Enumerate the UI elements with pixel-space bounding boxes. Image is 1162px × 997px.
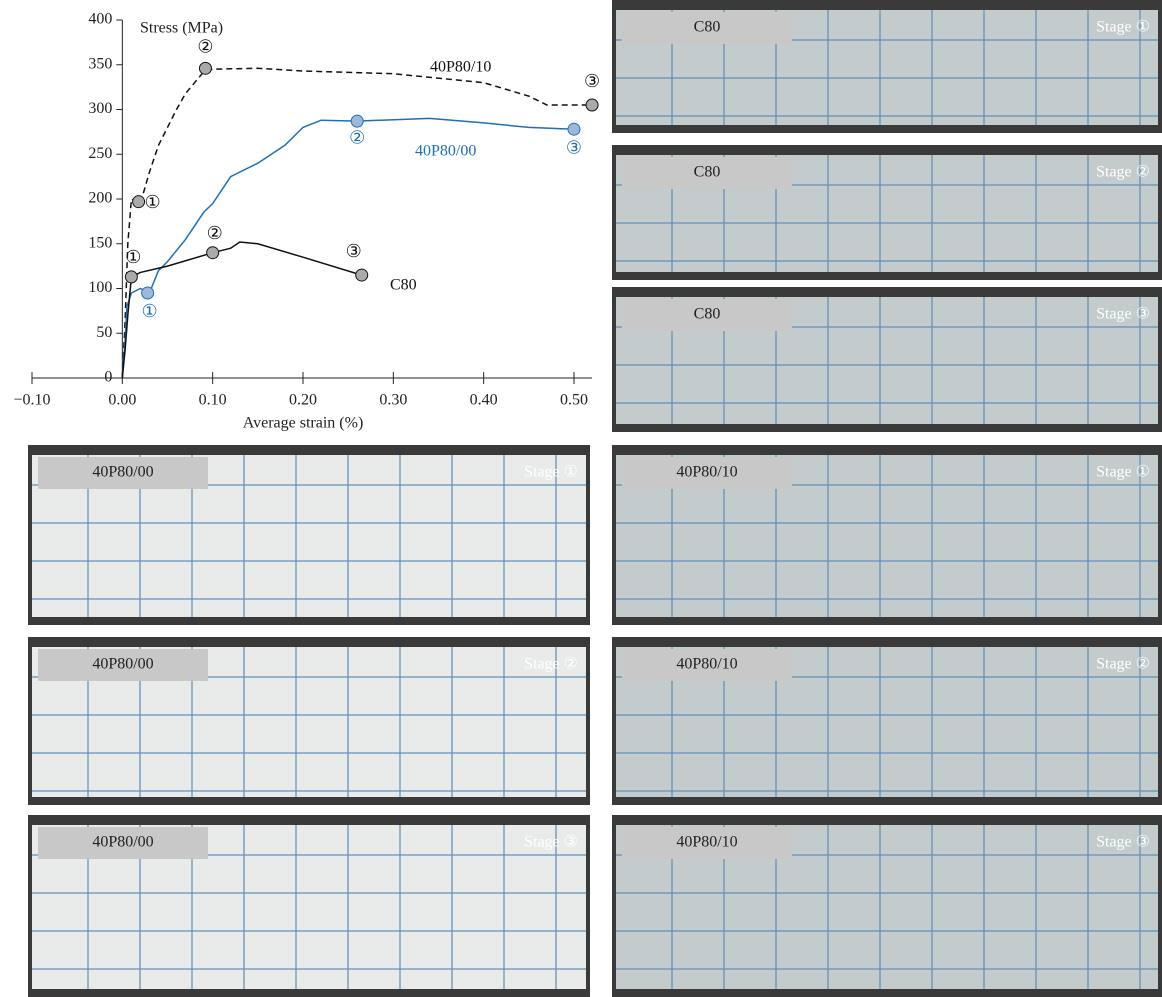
- panel-label: 40P80/10: [676, 834, 737, 851]
- label-box: [622, 157, 792, 189]
- stage-label: ①: [125, 247, 141, 267]
- label-box: [622, 457, 792, 489]
- stage-label: ②: [197, 36, 213, 56]
- panel-stage: Stage ①: [1096, 464, 1150, 481]
- stage-label: ①: [142, 301, 158, 321]
- y-tick-label: 0: [104, 369, 112, 386]
- stage-marker: [585, 98, 599, 112]
- panel-label: 40P80/00: [92, 464, 153, 481]
- y-tick-label: 200: [88, 190, 112, 207]
- stage-marker: [132, 195, 146, 209]
- panel-label: 40P80/00: [92, 834, 153, 851]
- panel-stage: Stage ①: [524, 464, 578, 481]
- y-tick-label: 100: [88, 279, 112, 296]
- panel-stage: Stage ②: [1096, 164, 1150, 181]
- panel-stage: Stage ③: [524, 834, 578, 851]
- label-box: [622, 649, 792, 681]
- panel-stage: Stage ①: [1096, 19, 1150, 36]
- y-tick-label: 250: [88, 145, 112, 162]
- stage-label: ③: [346, 241, 362, 261]
- y-tick-label: 300: [88, 100, 112, 117]
- stage-marker: [141, 286, 155, 300]
- panel-label: 40P80/00: [92, 656, 153, 673]
- stage-marker: [198, 61, 212, 75]
- series-line: [121, 117, 575, 379]
- y-tick-label: 400: [88, 11, 112, 28]
- stage-label: ③: [584, 71, 600, 91]
- y-tick-label: 50: [96, 324, 112, 341]
- panel-label: C80: [694, 164, 721, 181]
- x-tick-label: −0.10: [13, 392, 50, 409]
- label-box: [38, 827, 208, 859]
- stage-label: ②: [349, 127, 365, 147]
- x-tick-label: 0.40: [470, 392, 498, 409]
- panel-stage: Stage ③: [1096, 834, 1150, 851]
- x-tick-label: 0.30: [379, 392, 407, 409]
- stage-label: ①: [145, 192, 161, 212]
- x-tick-label: 0.00: [108, 392, 136, 409]
- panel-label: 40P80/10: [676, 656, 737, 673]
- y-tick-label: 150: [88, 234, 112, 251]
- panel-label: C80: [694, 306, 721, 323]
- x-tick-label: 0.20: [289, 392, 317, 409]
- panel-stage: Stage ③: [1096, 306, 1150, 323]
- x-tick-label: 0.10: [199, 392, 227, 409]
- stage-marker: [567, 122, 581, 136]
- stage-marker: [206, 246, 220, 260]
- panel-label: C80: [694, 19, 721, 36]
- label-box: [622, 827, 792, 859]
- stage-label: ②: [207, 223, 223, 243]
- panel-label: 40P80/10: [676, 464, 737, 481]
- series-line: [121, 241, 362, 379]
- x-tick-label: 0.50: [560, 392, 588, 409]
- x-axis-label: Average strain (%): [243, 415, 364, 432]
- stage-marker: [350, 114, 364, 128]
- stage-label: ③: [566, 137, 582, 157]
- label-box: [622, 12, 792, 44]
- series-label: 40P80/10: [430, 59, 491, 76]
- series-label: 40P80/00: [415, 143, 476, 160]
- y-tick-label: 350: [88, 55, 112, 72]
- panel-stage: Stage ②: [1096, 656, 1150, 673]
- stage-marker: [355, 268, 369, 282]
- panel-stage: Stage ②: [524, 656, 578, 673]
- stage-marker: [124, 270, 138, 284]
- label-box: [38, 649, 208, 681]
- label-box: [38, 457, 208, 489]
- label-box: [622, 299, 792, 331]
- y-axis-label: Stress (MPa): [140, 20, 223, 37]
- series-label: C80: [390, 277, 417, 294]
